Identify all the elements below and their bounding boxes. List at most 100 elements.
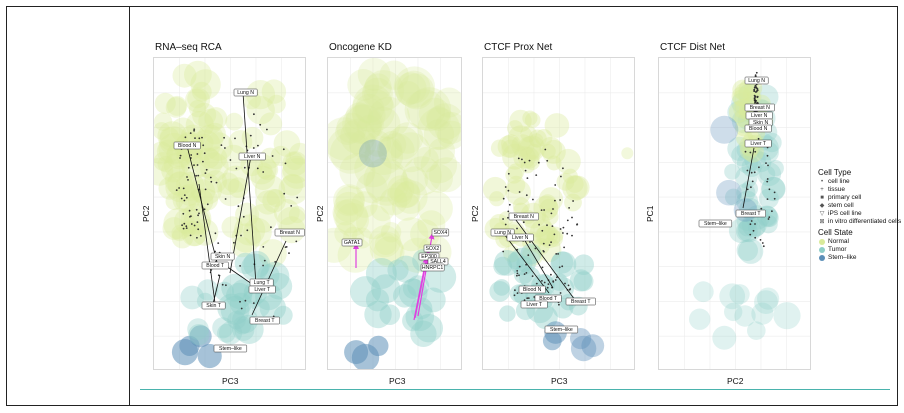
plot-oncogene-kd: GATA1 SOX4 SOX2 EP300 SALL4 HNRPC1 — [327, 57, 462, 370]
group-label-box — [544, 325, 579, 334]
sample-point — [559, 292, 562, 294]
sample-halo — [188, 100, 207, 118]
sample-halo — [158, 176, 182, 200]
sample-point — [179, 154, 182, 157]
sample-point — [197, 214, 199, 217]
sample-point — [502, 250, 505, 253]
sample-halo — [555, 148, 581, 175]
sample-halo — [489, 191, 505, 207]
sample-halo — [552, 277, 575, 299]
group-label-box — [565, 297, 596, 306]
legend-swatch-tumor — [819, 247, 825, 253]
sample-point — [190, 215, 192, 218]
sample-halo — [257, 159, 279, 181]
sample-point — [508, 203, 511, 206]
sample-halo — [328, 117, 366, 161]
sample-halo — [386, 126, 420, 160]
sample-halo — [392, 255, 420, 283]
sample-point — [752, 229, 755, 232]
sample-halo — [198, 147, 220, 169]
legend-marker: + — [820, 187, 824, 193]
sample-halo — [357, 58, 391, 91]
sample-point — [205, 168, 208, 171]
sample-halo — [753, 84, 779, 110]
sample-halo — [226, 282, 253, 309]
sample-halo — [185, 111, 214, 140]
sample-point — [547, 283, 550, 285]
sample-halo — [494, 250, 520, 276]
sample-point — [768, 188, 771, 191]
sample-point — [749, 223, 752, 226]
sample-halo — [387, 175, 415, 203]
sample-halo — [741, 157, 762, 177]
sample-point — [518, 191, 521, 193]
sample-halo — [221, 273, 249, 302]
sample-halo — [367, 96, 410, 139]
sample-point — [523, 273, 526, 275]
sample-point — [252, 147, 255, 149]
sample-halo — [165, 97, 187, 118]
sample-point — [240, 307, 243, 310]
sample-point — [768, 216, 771, 219]
sample-halo — [725, 188, 742, 206]
sample-point — [215, 181, 218, 184]
sample-halo — [767, 160, 784, 177]
sample-halo — [434, 87, 461, 118]
sample-point — [233, 241, 235, 244]
sample-point — [507, 172, 510, 175]
legend-marker: • — [820, 179, 824, 185]
sample-halo — [363, 157, 408, 202]
sample-point — [563, 246, 565, 249]
sample-halo — [352, 84, 393, 125]
x-axis-label-ctcf-prox: PC3 — [551, 376, 568, 386]
sample-halo — [378, 133, 415, 170]
sample-point — [197, 228, 200, 231]
sample-point — [221, 283, 224, 286]
sample-halo — [738, 219, 756, 237]
sample-halo — [570, 335, 597, 362]
sample-halo — [541, 139, 566, 164]
sample-halo — [281, 173, 304, 196]
sample-point — [542, 250, 545, 252]
group-label: Blood N — [173, 141, 201, 150]
sample-point — [239, 265, 241, 267]
sample-point — [179, 157, 181, 159]
sample-halo — [387, 182, 413, 208]
sample-halo — [736, 152, 759, 174]
sample-point — [528, 159, 531, 162]
sample-halo — [410, 219, 440, 249]
sample-halo — [356, 114, 382, 140]
sample-point — [189, 132, 192, 134]
sample-halo — [692, 281, 714, 303]
sample-halo — [228, 177, 249, 198]
sample-point — [196, 236, 198, 239]
sample-halo — [192, 102, 217, 127]
sample-halo — [163, 152, 189, 178]
sample-halo — [246, 96, 275, 125]
sample-halo — [354, 149, 392, 188]
sample-point — [516, 274, 518, 277]
sample-point — [554, 279, 557, 281]
x-axis-label-ctcf-dist: PC2 — [727, 376, 744, 386]
sample-point — [755, 90, 758, 93]
sample-halo — [187, 88, 207, 109]
group-label: Skin N — [210, 252, 235, 261]
sample-point — [518, 265, 521, 268]
group-label: Liver N — [238, 152, 266, 161]
y-axis-label-ctcf-prox: PC2 — [470, 205, 480, 222]
sample-point — [571, 234, 573, 237]
sample-halo — [256, 162, 273, 179]
sample-point — [285, 246, 288, 248]
group-label-box — [210, 252, 235, 261]
group-label-text: GATA1 — [344, 240, 360, 246]
sample-halo — [204, 146, 228, 170]
sample-point — [185, 225, 188, 228]
sample-point — [206, 203, 209, 206]
panel-title-oncogene-kd: Oncogene KD — [329, 42, 392, 53]
group-label-text: Stem–like — [550, 327, 573, 333]
sample-halo — [420, 287, 446, 313]
centroid-link — [520, 233, 554, 289]
sample-point — [180, 197, 183, 200]
sample-point — [239, 300, 241, 303]
sample-point — [513, 294, 516, 297]
